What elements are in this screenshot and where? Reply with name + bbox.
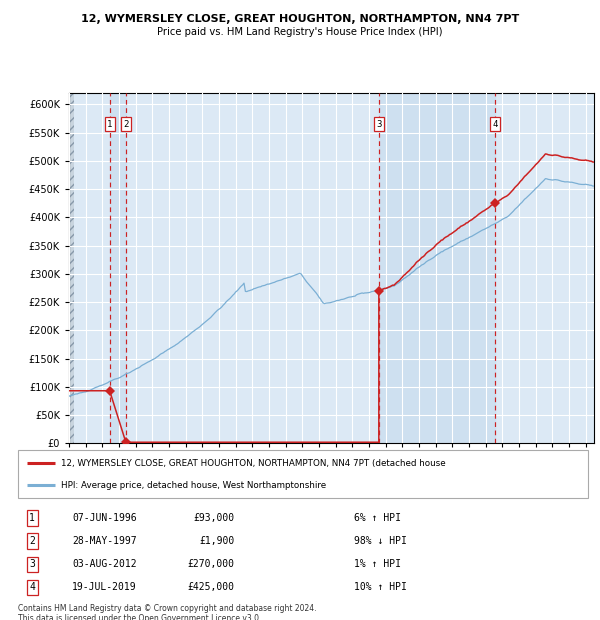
Text: 19-JUL-2019: 19-JUL-2019 xyxy=(72,582,137,592)
Bar xyxy=(379,93,495,443)
Text: 6% ↑ HPI: 6% ↑ HPI xyxy=(354,513,401,523)
Text: £1,900: £1,900 xyxy=(199,536,235,546)
Text: £425,000: £425,000 xyxy=(188,582,235,592)
FancyBboxPatch shape xyxy=(18,450,588,498)
Text: This data is licensed under the Open Government Licence v3.0.: This data is licensed under the Open Gov… xyxy=(18,614,262,620)
Text: 3: 3 xyxy=(376,120,382,128)
Text: 07-JUN-1996: 07-JUN-1996 xyxy=(72,513,137,523)
Text: 3: 3 xyxy=(29,559,35,569)
Text: Price paid vs. HM Land Registry's House Price Index (HPI): Price paid vs. HM Land Registry's House … xyxy=(157,27,443,37)
Text: 12, WYMERSLEY CLOSE, GREAT HOUGHTON, NORTHAMPTON, NN4 7PT: 12, WYMERSLEY CLOSE, GREAT HOUGHTON, NOR… xyxy=(81,14,519,24)
Text: 1% ↑ HPI: 1% ↑ HPI xyxy=(354,559,401,569)
Text: 4: 4 xyxy=(492,120,497,128)
Text: 28-MAY-1997: 28-MAY-1997 xyxy=(72,536,137,546)
Text: Contains HM Land Registry data © Crown copyright and database right 2024.: Contains HM Land Registry data © Crown c… xyxy=(18,604,317,613)
Bar xyxy=(110,93,126,443)
Text: 4: 4 xyxy=(29,582,35,592)
Text: 2: 2 xyxy=(123,120,128,128)
Text: HPI: Average price, detached house, West Northamptonshire: HPI: Average price, detached house, West… xyxy=(61,480,326,490)
Text: 1: 1 xyxy=(107,120,112,128)
Text: 2: 2 xyxy=(29,536,35,546)
Text: 1: 1 xyxy=(29,513,35,523)
Text: 12, WYMERSLEY CLOSE, GREAT HOUGHTON, NORTHAMPTON, NN4 7PT (detached house: 12, WYMERSLEY CLOSE, GREAT HOUGHTON, NOR… xyxy=(61,459,445,467)
Text: £93,000: £93,000 xyxy=(193,513,235,523)
Text: 03-AUG-2012: 03-AUG-2012 xyxy=(72,559,137,569)
Bar xyxy=(69,93,74,443)
Text: £270,000: £270,000 xyxy=(188,559,235,569)
Text: 98% ↓ HPI: 98% ↓ HPI xyxy=(354,536,407,546)
Text: 10% ↑ HPI: 10% ↑ HPI xyxy=(354,582,407,592)
